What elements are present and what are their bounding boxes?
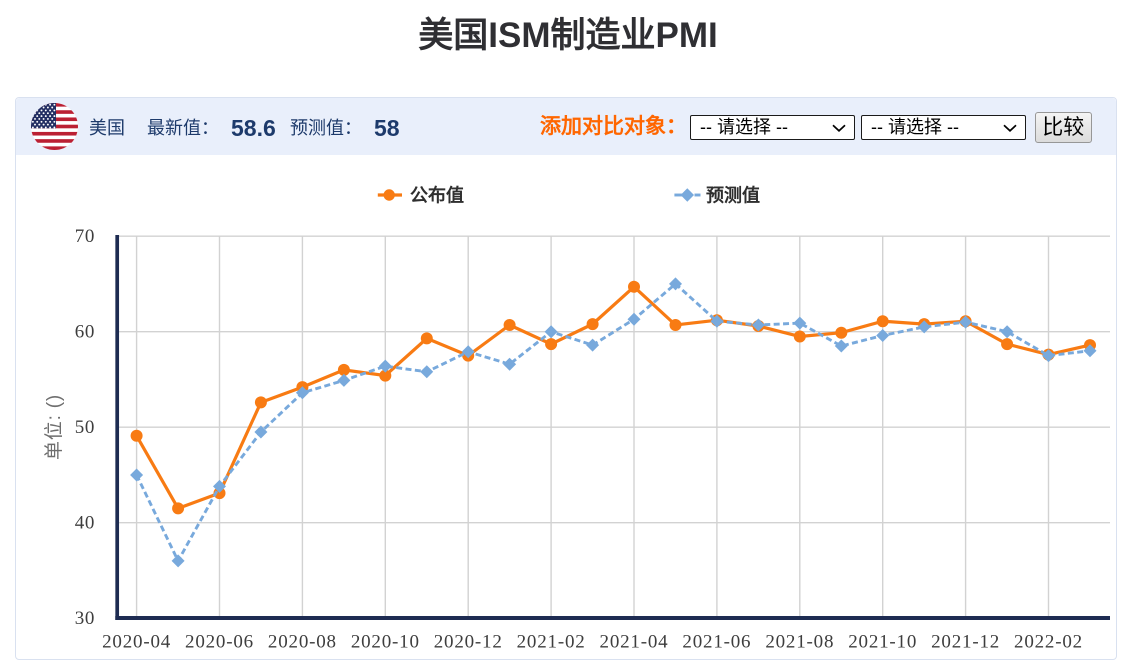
svg-text:公布值: 公布值 [410,185,464,206]
svg-text:2020-08: 2020-08 [268,632,337,653]
svg-text:2021-06: 2021-06 [682,632,751,653]
svg-text:2021-02: 2021-02 [517,632,586,653]
svg-text:2021-08: 2021-08 [765,632,834,653]
svg-text:2022-02: 2022-02 [1014,632,1083,653]
svg-text:2021-10: 2021-10 [848,632,917,653]
svg-text:40: 40 [75,513,95,534]
svg-text:2021-04: 2021-04 [600,632,669,653]
svg-text:2020-12: 2020-12 [434,632,503,653]
svg-text:2020-10: 2020-10 [351,632,420,653]
svg-text:单位: (): 单位: () [43,394,65,460]
svg-text:60: 60 [75,322,95,343]
svg-text:预测值: 预测值 [706,185,760,206]
svg-text:50: 50 [75,417,95,438]
svg-text:2021-12: 2021-12 [931,632,1000,653]
svg-text:70: 70 [75,226,95,247]
svg-text:2020-06: 2020-06 [185,632,254,653]
svg-text:30: 30 [75,608,95,629]
svg-text:2020-04: 2020-04 [102,632,171,653]
